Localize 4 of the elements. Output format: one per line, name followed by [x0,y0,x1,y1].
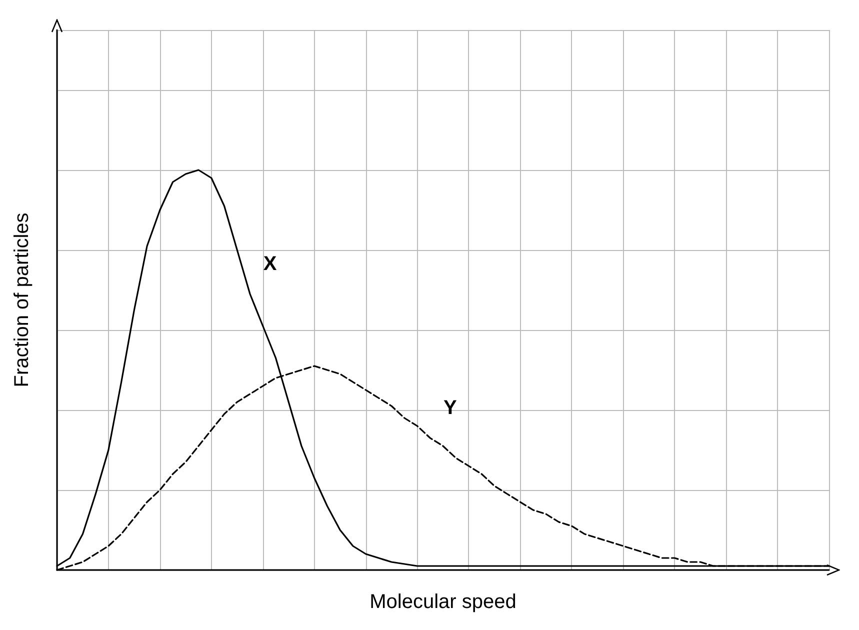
series-label: X [263,253,278,275]
x-axis-title: Molecular speed [370,591,516,613]
series-label: Y [443,397,458,419]
y-axis-title: Fraction of particles [11,212,33,388]
